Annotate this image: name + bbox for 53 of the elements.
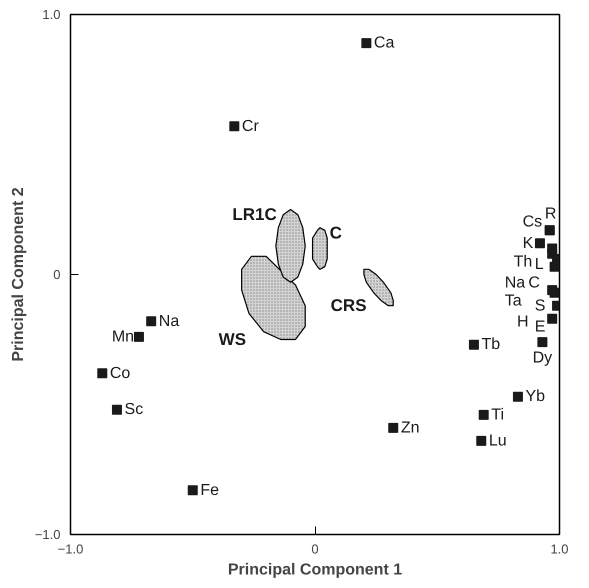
point [229, 121, 240, 132]
series-label: LR1C [232, 205, 277, 224]
point [537, 337, 548, 348]
point [388, 422, 398, 433]
data-label: Na [158, 312, 180, 330]
point [361, 38, 372, 48]
data-label: Co [110, 364, 130, 382]
data-label: C [528, 274, 540, 292]
data-label: R [544, 206, 556, 223]
data-label: K [522, 234, 534, 252]
point [188, 485, 198, 496]
data-label: Ta [504, 292, 522, 310]
y-tick-label: −1.0 [34, 527, 61, 542]
point [534, 238, 545, 248]
data-label: Cr [242, 118, 260, 135]
y-tick-label: 1.0 [42, 7, 61, 22]
point [547, 314, 558, 324]
data-label: Na [504, 274, 526, 292]
data-label: Tb [482, 336, 500, 354]
data-label: Sc [124, 401, 144, 418]
data-label: Th [514, 253, 532, 270]
point [476, 436, 486, 446]
point [146, 316, 156, 326]
data-label: S [534, 298, 546, 315]
data-label: Zn [400, 419, 420, 436]
data-label: Fe [200, 482, 220, 499]
data-label: Dy [532, 350, 552, 367]
point [112, 404, 122, 415]
point [97, 368, 108, 378]
data-label: Yb [526, 388, 546, 406]
x-tick-label: 1.0 [550, 542, 569, 556]
data-label: E [534, 318, 546, 336]
data-label: Mn [112, 328, 134, 346]
x-axis-title: Principal Component 1 [228, 562, 402, 578]
series-label: CRS [330, 296, 367, 316]
data-label: Cs [522, 214, 542, 231]
y-axis-title: Principal Component 2 [10, 187, 27, 362]
y-tick-label: 0 [53, 267, 61, 282]
point [478, 410, 489, 420]
x-tick-label: 0 [311, 542, 319, 556]
series-label: C [330, 223, 342, 242]
data-label: Lu [488, 432, 507, 450]
series-label: WS [218, 330, 246, 349]
x-tick-label: −1.0 [58, 542, 84, 556]
point [512, 392, 523, 402]
data-label: Ca [374, 34, 394, 52]
point [550, 262, 560, 272]
data-label: H [516, 313, 529, 330]
point [134, 332, 144, 342]
point [550, 288, 560, 298]
data-label: Ti [491, 406, 504, 424]
point [468, 340, 479, 350]
data-label: L [534, 256, 544, 274]
